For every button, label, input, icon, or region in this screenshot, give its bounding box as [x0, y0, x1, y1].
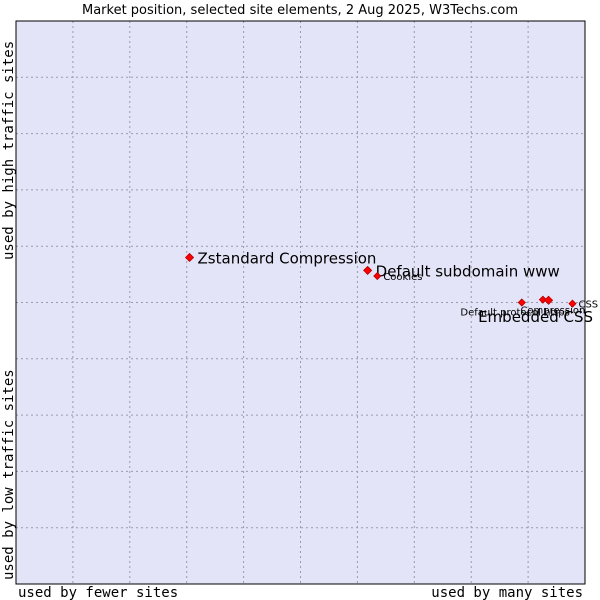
point-label-cookies: Cookies	[383, 272, 422, 283]
point-marker-embedded-css	[544, 295, 554, 305]
point-marker-css	[568, 299, 577, 308]
y-axis-label-bottom: used by low traffic sites	[1, 369, 17, 580]
y-axis-label-top: used by high traffic sites	[1, 41, 17, 260]
x-axis-label-left: used by fewer sites	[18, 585, 178, 600]
point-marker-zstandard-compression	[184, 252, 195, 263]
plot-border	[15, 20, 586, 585]
point-label-compression: Compression	[520, 306, 585, 317]
point-marker-compression	[538, 295, 547, 304]
point-label-zstandard-compression: Zstandard Compression	[198, 249, 377, 267]
x-axis-label-right: used by many sites	[431, 585, 583, 600]
point-marker-default-protocol-https	[517, 298, 526, 307]
point-label-default-protocol-https: Default protocol https	[460, 308, 569, 319]
point-label-default-subdomain-www: Default subdomain www	[376, 262, 560, 280]
grid-lines	[16, 21, 585, 584]
point-label-embedded-css: Embedded CSS	[478, 308, 593, 326]
point-label-css: CSS	[578, 300, 598, 311]
chart-title: Market position, selected site elements,…	[82, 3, 518, 18]
point-marker-default-subdomain-www	[363, 265, 373, 275]
point-marker-cookies	[373, 271, 382, 281]
